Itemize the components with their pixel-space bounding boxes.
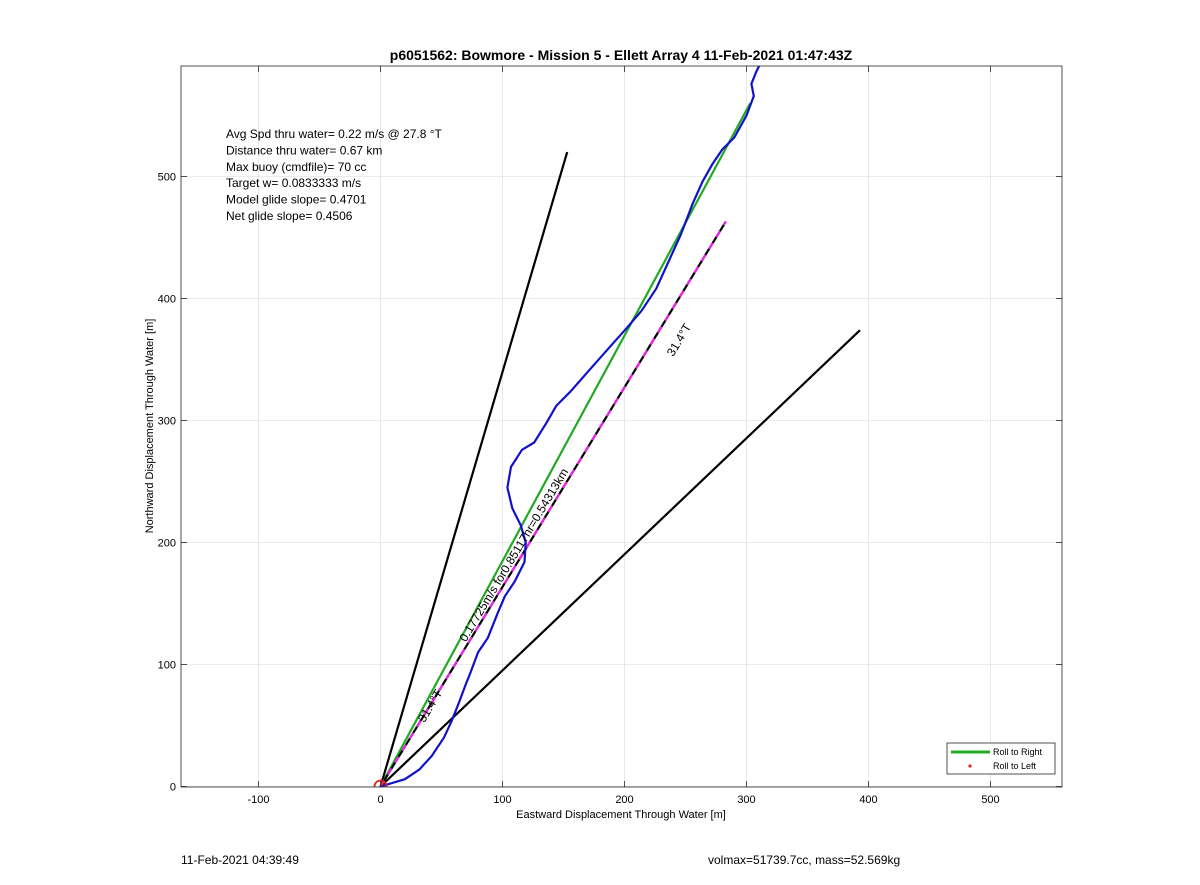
info-line: Target w= 0.0833333 m/s bbox=[226, 176, 361, 190]
info-line: Max buoy (cmdfile)= 70 cc bbox=[226, 160, 366, 174]
tick-layer: -100 0 100 200 300 400 500 0 100 200 300 400 500 bbox=[158, 66, 1062, 806]
legend-label: Roll to Left bbox=[993, 761, 1037, 771]
x-tick-label: 400 bbox=[859, 794, 877, 806]
series-line-2 bbox=[380, 66, 761, 787]
series-line-5-dash bbox=[379, 221, 727, 787]
y-tick-label: 300 bbox=[158, 416, 176, 428]
y-tick-label: 500 bbox=[158, 172, 176, 184]
y-tick-label: 200 bbox=[158, 538, 176, 550]
x-tick-label: 0 bbox=[377, 794, 383, 806]
x-axis-label: Eastward Displacement Through Water [m] bbox=[516, 809, 726, 821]
x-tick-label: 100 bbox=[493, 794, 511, 806]
y-tick-label: 400 bbox=[158, 294, 176, 306]
x-tick-label: 200 bbox=[615, 794, 633, 806]
series-line-4 bbox=[379, 329, 861, 787]
footer-timestamp: 11-Feb-2021 04:39:49 bbox=[181, 853, 299, 867]
legend-label: Roll to Right bbox=[993, 747, 1043, 757]
series-layer bbox=[373, 66, 861, 787]
grid-lines bbox=[181, 66, 1062, 787]
info-line: Model glide slope= 0.4701 bbox=[226, 193, 367, 207]
info-block: Avg Spd thru water= 0.22 m/s @ 27.8 °T Di… bbox=[226, 127, 443, 223]
info-line: Distance thru water= 0.67 km bbox=[226, 143, 382, 157]
legend-box bbox=[946, 742, 1056, 775]
chart-title: p6051562: Bowmore - Mission 5 - Ellett A… bbox=[390, 47, 853, 63]
roll-left-marker bbox=[380, 782, 384, 786]
y-tick-label: 0 bbox=[170, 782, 176, 794]
legend: Roll to Right Roll to Left bbox=[946, 742, 1056, 775]
y-axis-label: Northward Displacement Through Water [m] bbox=[144, 319, 156, 534]
series-line-3 bbox=[379, 151, 569, 787]
x-tick-label: -100 bbox=[247, 794, 269, 806]
start-marker bbox=[373, 779, 388, 787]
x-tick-label: 500 bbox=[981, 794, 999, 806]
info-line: Avg Spd thru water= 0.22 m/s @ 27.8 °T bbox=[226, 127, 443, 141]
plot-area bbox=[181, 66, 1062, 787]
y-tick-label: 100 bbox=[158, 660, 176, 672]
info-line: Net glide slope= 0.4506 bbox=[226, 209, 353, 223]
legend-swatch-marker bbox=[968, 764, 972, 768]
x-tick-label: 300 bbox=[737, 794, 755, 806]
footer-mass: volmax=51739.7cc, mass=52.569kg bbox=[708, 853, 900, 867]
plot-frame bbox=[180, 65, 1063, 788]
